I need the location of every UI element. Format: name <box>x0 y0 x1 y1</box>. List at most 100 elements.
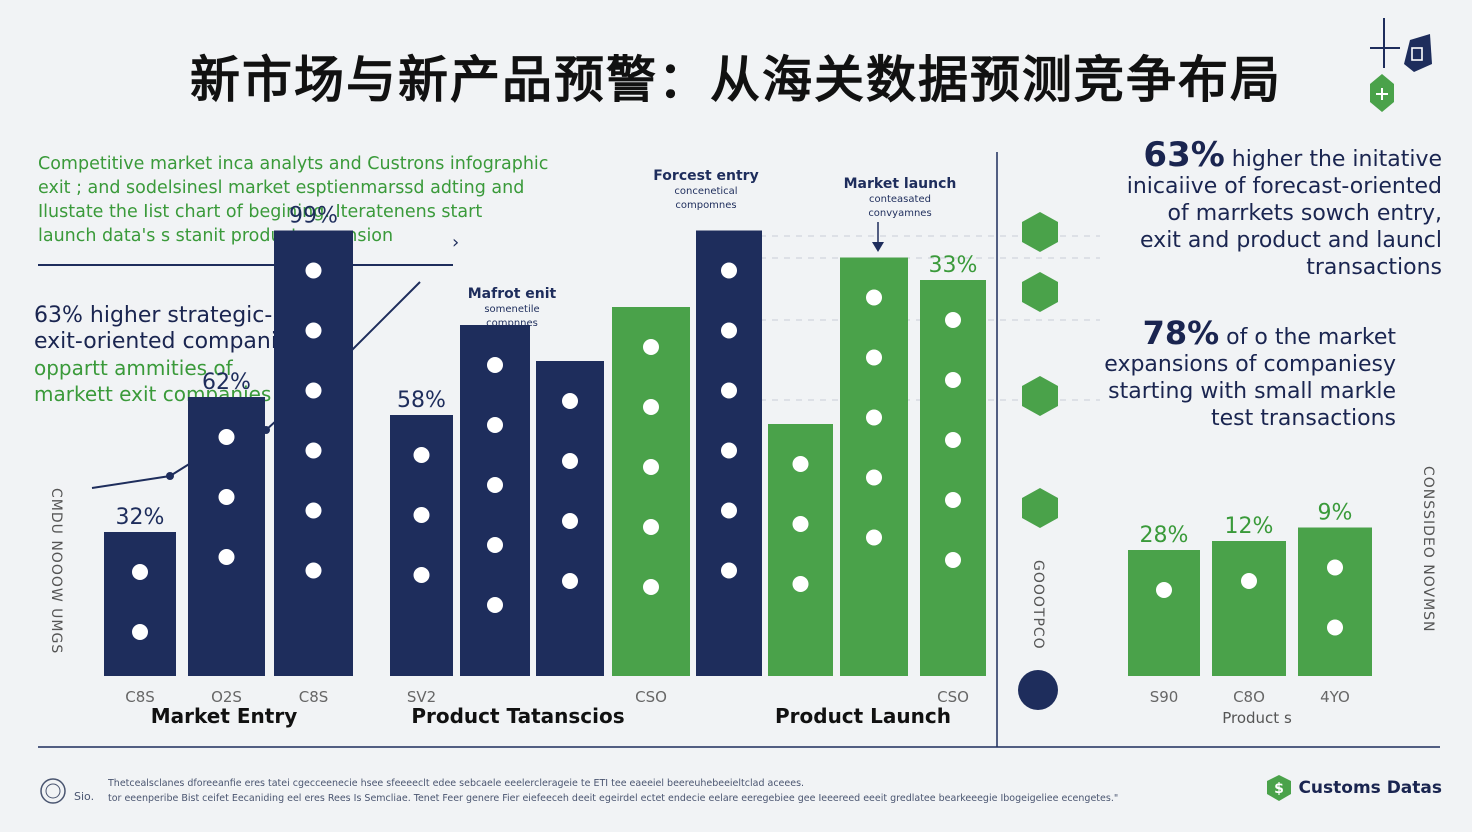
data-label: 9% <box>1318 501 1353 526</box>
side-vertical-label: CMDU NOOOW UMGS <box>48 488 64 655</box>
bar-dot <box>305 262 322 279</box>
tick-label: S90 <box>1150 688 1179 706</box>
category-icon <box>1022 272 1058 312</box>
tick-label: SV2 <box>407 688 436 706</box>
bar-dot <box>305 442 322 459</box>
bar-dot <box>305 322 322 339</box>
stat-percent: 63% <box>1143 135 1225 175</box>
bar-dot <box>643 399 659 415</box>
annotation-arrow-head <box>872 242 884 252</box>
annotation-text: compomnes <box>675 200 736 211</box>
annotation-text: somenetile <box>484 304 539 315</box>
bar-dot <box>945 432 961 448</box>
page-title: 新市场与新产品预警：从海关数据预测竞争布局 <box>190 51 1282 109</box>
bar-dot <box>132 624 148 640</box>
data-label: 33% <box>929 253 978 278</box>
footer-code: Sio. <box>74 790 95 803</box>
bar <box>1128 550 1200 676</box>
bar <box>1298 527 1372 676</box>
bar-dot <box>945 552 961 568</box>
bar <box>104 532 176 676</box>
side-vertical-label: GOOOTPCO <box>1030 560 1046 650</box>
tick-label: C8O <box>1233 688 1265 706</box>
group-label: Market Entry <box>151 704 297 728</box>
bar-dot <box>305 502 322 519</box>
data-label: 62% <box>202 370 251 395</box>
bar-dot <box>487 357 503 373</box>
bar-dot <box>721 382 737 399</box>
bar-dot <box>562 573 578 589</box>
stat-line: higher the initative <box>1231 147 1442 172</box>
annotation-text: Mafrot enit <box>468 286 557 302</box>
bar-dot <box>562 513 578 529</box>
bar-dot <box>305 382 322 399</box>
bar-dot <box>721 502 737 519</box>
footer-line: tor eeenperibe Bist ceifet Eecaniding ee… <box>108 793 1119 804</box>
bar-dot <box>413 507 430 523</box>
stat-line: of o the market <box>1226 325 1396 350</box>
bar-dot <box>721 442 737 459</box>
bar-dot <box>866 349 882 366</box>
left-stat: 63% higher strategic- exit-oriented comp… <box>34 303 354 407</box>
footer-line: Thetcealsclanes dforeeanfie eres tatei c… <box>108 778 805 789</box>
stat-line: of marrkets sowch entry, <box>1167 201 1443 226</box>
data-label: 28% <box>1140 523 1189 548</box>
group-label: Product s <box>1222 709 1292 727</box>
intro-divider <box>38 264 453 266</box>
bar-dot <box>643 579 659 595</box>
bar-dot <box>721 262 737 279</box>
bar-dot <box>218 429 235 445</box>
bar-dot <box>945 372 961 388</box>
seal-icon <box>40 778 66 804</box>
bar-dot <box>413 447 430 463</box>
bar-dot <box>945 492 961 508</box>
bar-dot <box>643 519 659 535</box>
left-stat-line: oppartt ammities of <box>34 356 233 380</box>
footer-note: Thetcealsclanes dforeeanfie eres tatei c… <box>108 776 1148 806</box>
bar-dot <box>721 562 737 579</box>
bar-dot <box>487 597 503 613</box>
brand: $ Customs Datas <box>1266 774 1442 802</box>
tick-label: CSO <box>937 688 969 706</box>
side-vertical-label: CONSSIDEO NOVMSN <box>1420 466 1436 633</box>
brand-name: Customs Datas <box>1298 778 1442 798</box>
bar-dot <box>487 417 503 433</box>
brand-logo-icon <box>1370 18 1432 112</box>
data-label: 32% <box>116 505 165 530</box>
tick-label: CSO <box>635 688 667 706</box>
bar-dot <box>866 409 882 426</box>
bar-dot <box>218 549 235 565</box>
bar-dot <box>1327 559 1343 576</box>
stat-line: inicaiive of forecast-oriented <box>1126 174 1442 199</box>
bar-dot <box>866 289 882 306</box>
chevron-right-icon: › <box>452 232 460 253</box>
bar <box>920 280 986 676</box>
bar-dot <box>792 456 809 472</box>
category-icon <box>1022 212 1058 252</box>
bar-dot <box>643 459 659 475</box>
bar-dot <box>487 537 503 553</box>
group-label: Product Tatanscios <box>411 704 624 728</box>
tick-label: 4YO <box>1320 688 1350 706</box>
bar-dot <box>792 576 809 592</box>
stat-line: transactions <box>1306 255 1442 280</box>
stat-line: test transactions <box>1211 406 1396 431</box>
annotation-text: conteasated <box>869 194 931 205</box>
bar-dot <box>643 339 659 355</box>
category-icon <box>1022 376 1058 416</box>
bar-dot <box>413 567 430 583</box>
trend-point <box>166 472 174 480</box>
data-label: 58% <box>397 388 446 413</box>
intro-line: exit ; and sodelsinesl market esptienmar… <box>38 178 525 198</box>
svg-text:$: $ <box>1275 781 1285 797</box>
bar-dot <box>1241 573 1257 589</box>
annotation-text: convyamnes <box>868 208 931 219</box>
intro-line: Competitive market inca analyts and Cust… <box>38 154 549 174</box>
right-stat-expansion: 78% of o the market expansions of compan… <box>1066 317 1396 432</box>
bar-dot <box>218 489 235 505</box>
bar-dot <box>945 312 961 328</box>
stat-line: exit and product and launcl <box>1140 228 1442 253</box>
data-label: 12% <box>1225 514 1274 539</box>
bar-dot <box>721 322 737 339</box>
